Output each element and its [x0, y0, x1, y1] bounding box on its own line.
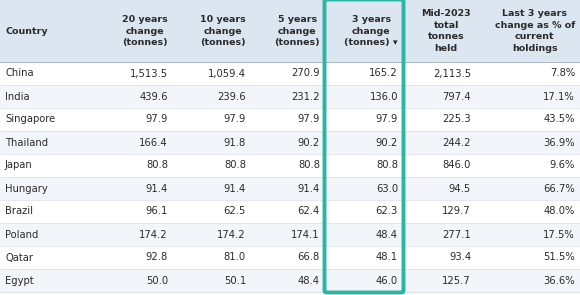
Text: 91.8: 91.8 — [224, 137, 246, 148]
Text: 846.0: 846.0 — [443, 160, 471, 171]
Text: Hungary: Hungary — [5, 183, 48, 194]
Text: 166.4: 166.4 — [139, 137, 168, 148]
Text: 90.2: 90.2 — [376, 137, 398, 148]
Text: 48.4: 48.4 — [376, 230, 398, 240]
Text: 17.5%: 17.5% — [543, 230, 575, 240]
Text: 36.6%: 36.6% — [543, 276, 575, 286]
Text: 17.1%: 17.1% — [543, 91, 575, 101]
Text: 231.2: 231.2 — [291, 91, 320, 101]
Text: 174.1: 174.1 — [291, 230, 320, 240]
Text: 90.2: 90.2 — [298, 137, 320, 148]
Bar — [0, 177, 580, 200]
Text: 97.9: 97.9 — [376, 114, 398, 124]
Text: Poland: Poland — [5, 230, 38, 240]
Text: India: India — [5, 91, 30, 101]
Text: 62.5: 62.5 — [224, 206, 246, 217]
Bar — [0, 223, 580, 246]
Text: 96.1: 96.1 — [146, 206, 168, 217]
Text: 62.3: 62.3 — [376, 206, 398, 217]
Text: 80.8: 80.8 — [146, 160, 168, 171]
Text: 239.6: 239.6 — [218, 91, 246, 101]
Bar — [0, 246, 580, 269]
Text: 48.1: 48.1 — [376, 253, 398, 263]
Text: 80.8: 80.8 — [224, 160, 246, 171]
Text: 91.4: 91.4 — [146, 183, 168, 194]
Text: 92.8: 92.8 — [146, 253, 168, 263]
Text: Country: Country — [5, 27, 48, 35]
Text: Egypt: Egypt — [5, 276, 34, 286]
Text: Thailand: Thailand — [5, 137, 48, 148]
Text: Qatar: Qatar — [5, 253, 33, 263]
Text: 91.4: 91.4 — [224, 183, 246, 194]
Bar — [0, 108, 580, 131]
Text: China: China — [5, 68, 34, 78]
Text: 439.6: 439.6 — [140, 91, 168, 101]
Text: 20 years
change
(tonnes): 20 years change (tonnes) — [122, 15, 168, 47]
Text: 165.2: 165.2 — [369, 68, 398, 78]
Text: 2,113.5: 2,113.5 — [433, 68, 471, 78]
Bar — [0, 200, 580, 223]
Text: 174.2: 174.2 — [139, 230, 168, 240]
Text: 10 years
change
(tonnes): 10 years change (tonnes) — [200, 15, 246, 47]
Text: 80.8: 80.8 — [298, 160, 320, 171]
Text: 9.6%: 9.6% — [550, 160, 575, 171]
Text: 48.4: 48.4 — [298, 276, 320, 286]
Text: 43.5%: 43.5% — [543, 114, 575, 124]
Text: 244.2: 244.2 — [443, 137, 471, 148]
Bar — [0, 269, 580, 292]
Text: Mid-2023
total
tonnes
held: Mid-2023 total tonnes held — [422, 9, 471, 53]
Text: 80.8: 80.8 — [376, 160, 398, 171]
Text: 62.4: 62.4 — [298, 206, 320, 217]
Text: Singapore: Singapore — [5, 114, 55, 124]
Text: 91.4: 91.4 — [298, 183, 320, 194]
Bar — [0, 62, 580, 85]
Text: 66.7%: 66.7% — [543, 183, 575, 194]
Text: 81.0: 81.0 — [224, 253, 246, 263]
Text: Japan: Japan — [5, 160, 32, 171]
Text: 97.9: 97.9 — [298, 114, 320, 124]
Bar — [0, 154, 580, 177]
Text: 1,513.5: 1,513.5 — [130, 68, 168, 78]
Text: 129.7: 129.7 — [442, 206, 471, 217]
Bar — [0, 0, 580, 62]
Text: 46.0: 46.0 — [376, 276, 398, 286]
Text: 1,059.4: 1,059.4 — [208, 68, 246, 78]
Text: 50.1: 50.1 — [224, 276, 246, 286]
Text: 797.4: 797.4 — [443, 91, 471, 101]
Text: Brazil: Brazil — [5, 206, 33, 217]
Text: 270.9: 270.9 — [291, 68, 320, 78]
Text: 225.3: 225.3 — [443, 114, 471, 124]
Text: 51.5%: 51.5% — [543, 253, 575, 263]
Text: 125.7: 125.7 — [442, 276, 471, 286]
Text: 50.0: 50.0 — [146, 276, 168, 286]
Text: 94.5: 94.5 — [449, 183, 471, 194]
Text: Last 3 years
change as % of
current
holdings: Last 3 years change as % of current hold… — [495, 9, 575, 53]
Bar — [0, 131, 580, 154]
Text: 36.9%: 36.9% — [543, 137, 575, 148]
Bar — [0, 85, 580, 108]
Text: 93.4: 93.4 — [449, 253, 471, 263]
Text: 174.2: 174.2 — [218, 230, 246, 240]
Text: 277.1: 277.1 — [442, 230, 471, 240]
Text: 3 years
change
(tonnes) ▾: 3 years change (tonnes) ▾ — [345, 15, 398, 47]
Text: 7.8%: 7.8% — [550, 68, 575, 78]
Text: 5 years
change
(tonnes): 5 years change (tonnes) — [274, 15, 320, 47]
Text: 97.9: 97.9 — [146, 114, 168, 124]
Text: 97.9: 97.9 — [224, 114, 246, 124]
Text: 63.0: 63.0 — [376, 183, 398, 194]
Text: 66.8: 66.8 — [298, 253, 320, 263]
Text: 48.0%: 48.0% — [543, 206, 575, 217]
Text: 136.0: 136.0 — [369, 91, 398, 101]
